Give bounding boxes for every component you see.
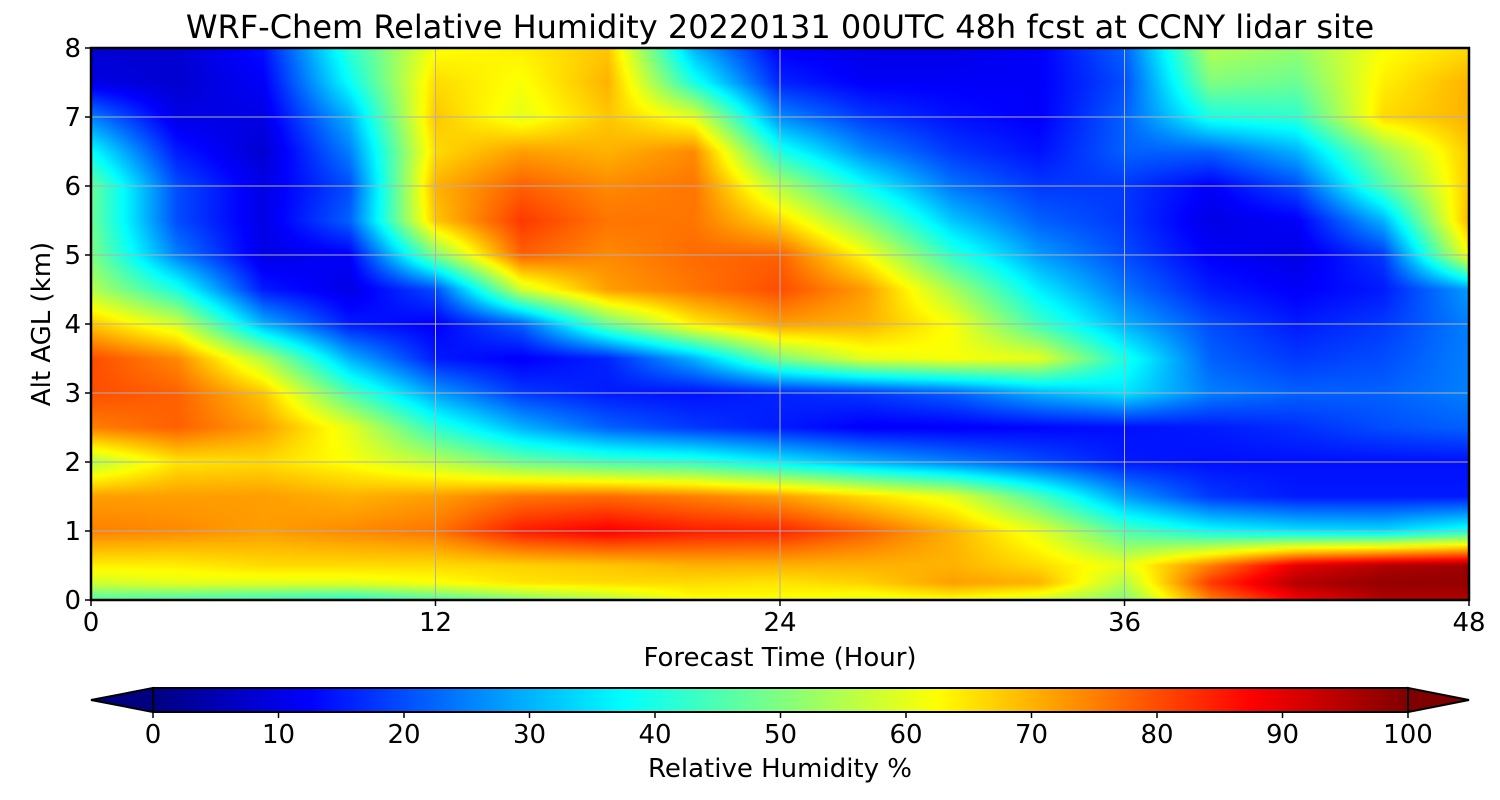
colorbar-tick-label: 20 — [387, 720, 420, 750]
colorbar-label: Relative Humidity % — [648, 754, 912, 784]
colorbar-bar — [153, 688, 1408, 712]
x-tick-label: 12 — [419, 608, 452, 638]
y-axis-label: Alt AGL (km) — [27, 242, 57, 406]
colorbar: 0 10 20 30 40 50 60 70 80 90 100 Relative Humidity… — [90, 686, 1470, 784]
colorbar-extend-high — [1407, 686, 1470, 714]
x-axis-ticks: 0 12 24 36 48 — [83, 600, 1486, 638]
x-tick-label: 36 — [1108, 608, 1141, 638]
colorbar-tick-label: 70 — [1015, 720, 1048, 750]
y-tick-label: 0 — [64, 586, 81, 616]
y-tick-label: 8 — [64, 34, 81, 64]
y-tick-label: 1 — [64, 517, 81, 547]
colorbar-ticks: 0 10 20 30 40 50 60 70 80 90 100 — [145, 712, 1433, 750]
colorbar-tick-label: 10 — [262, 720, 295, 750]
y-tick-label: 6 — [64, 172, 81, 202]
colorbar-extend-low — [90, 686, 154, 714]
colorbar-tick-label: 60 — [889, 720, 922, 750]
colorbar-tick-label: 40 — [638, 720, 671, 750]
colorbar-tick-label: 0 — [145, 720, 162, 750]
y-tick-label: 3 — [64, 379, 81, 409]
y-tick-label: 2 — [64, 448, 81, 478]
x-tick-label: 24 — [763, 608, 796, 638]
y-tick-label: 5 — [64, 241, 81, 271]
chart-title: WRF-Chem Relative Humidity 20220131 00UT… — [186, 8, 1374, 46]
colorbar-tick-label: 90 — [1266, 720, 1299, 750]
y-tick-label: 7 — [64, 103, 81, 133]
colorbar-tick-label: 100 — [1383, 720, 1433, 750]
colorbar-tick-label: 50 — [764, 720, 797, 750]
y-tick-label: 4 — [64, 310, 81, 340]
colorbar-tick-label: 80 — [1140, 720, 1173, 750]
y-axis-ticks: 0 1 2 3 4 5 6 7 8 — [64, 34, 91, 616]
x-axis-label: Forecast Time (Hour) — [643, 643, 916, 673]
grid-lines — [91, 48, 1469, 600]
colorbar-tick-label: 30 — [513, 720, 546, 750]
x-tick-label: 48 — [1452, 608, 1485, 638]
x-tick-label: 0 — [83, 608, 100, 638]
